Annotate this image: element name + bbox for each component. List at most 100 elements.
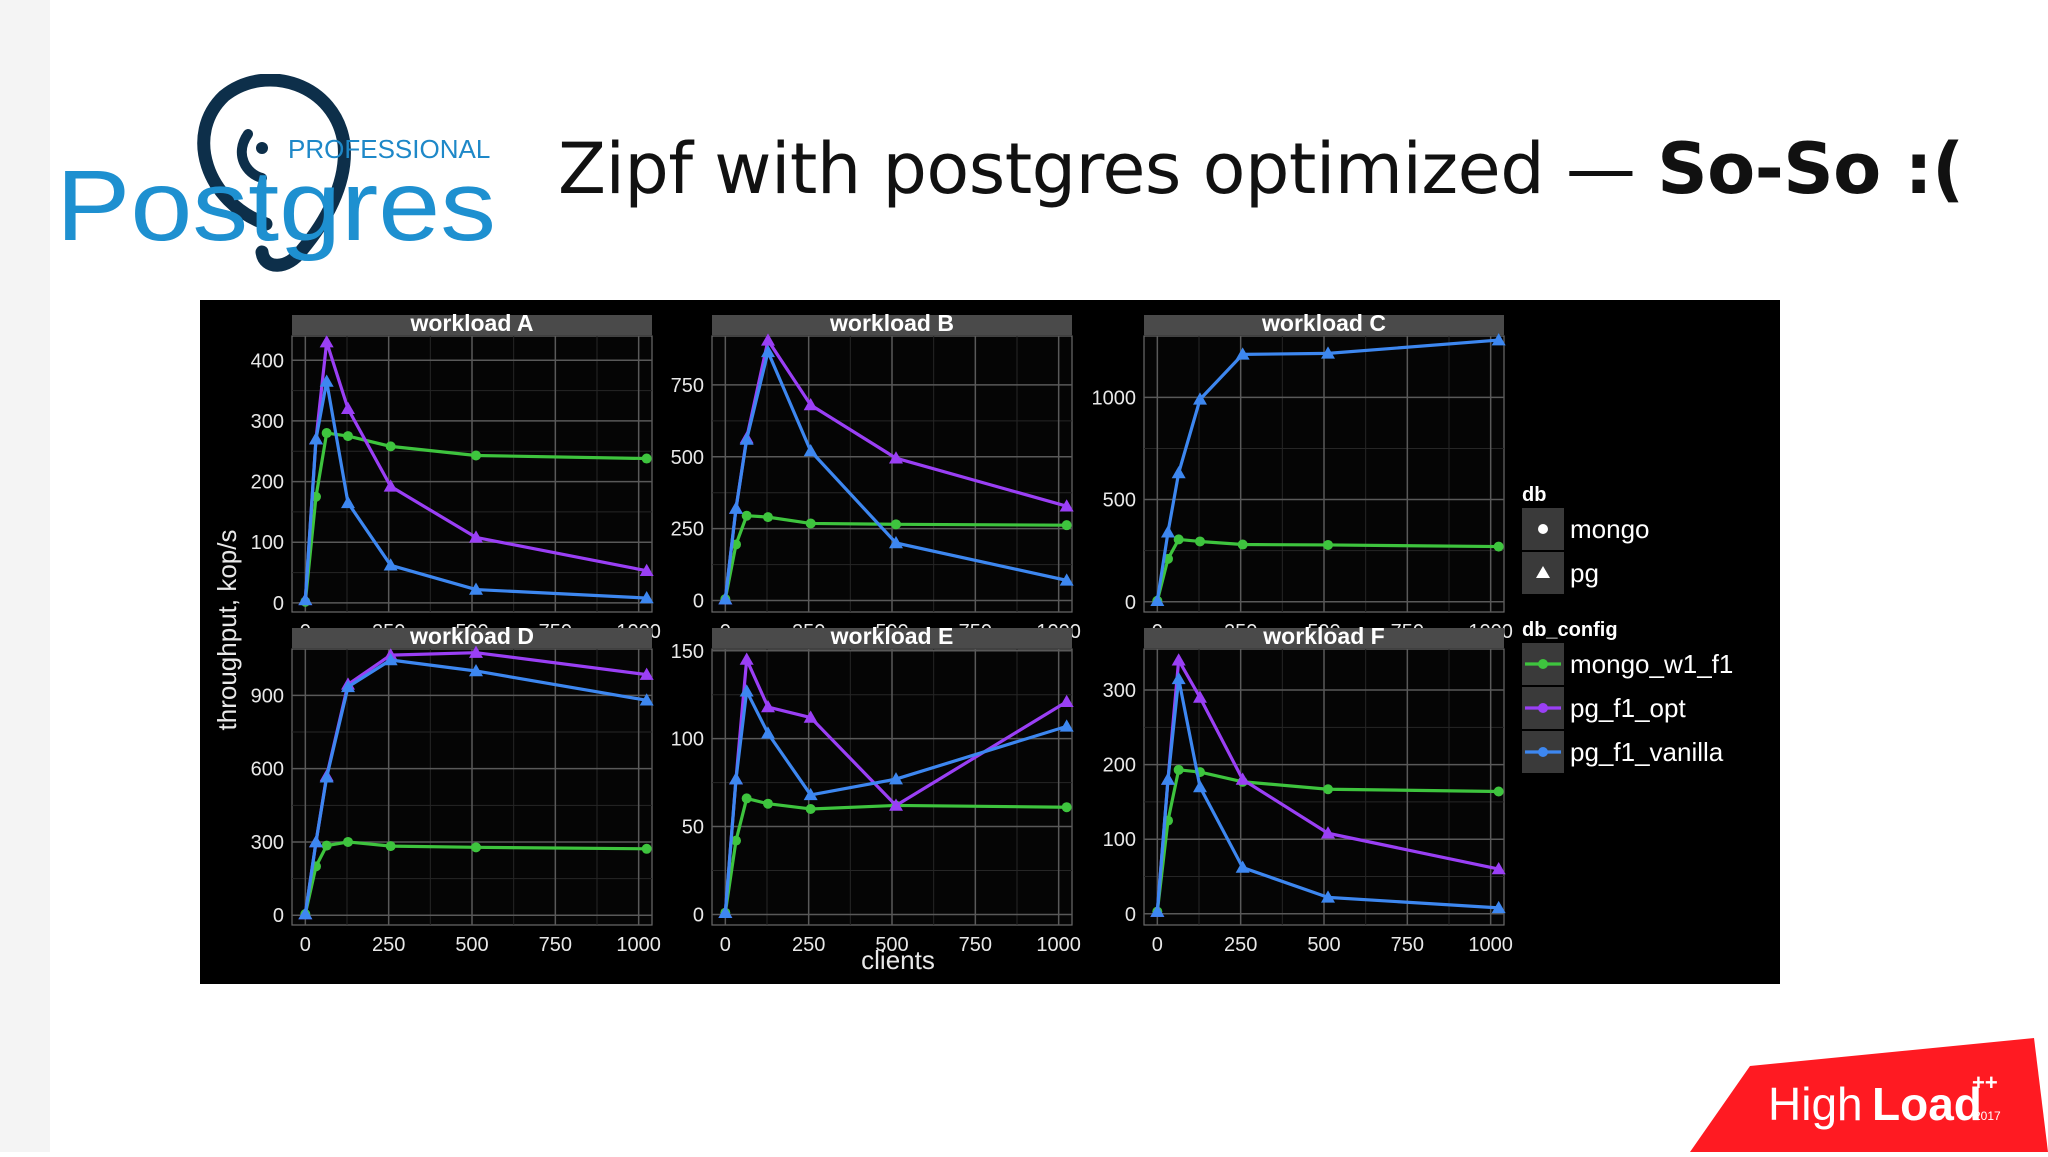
facet-title: workload D bbox=[409, 623, 534, 649]
x-tick-label: 500 bbox=[1307, 934, 1340, 956]
legend-label: pg_f1_vanilla bbox=[1570, 737, 1724, 767]
data-point bbox=[718, 592, 733, 605]
highload-logo: High Load ++ 2017 bbox=[1690, 1038, 2048, 1157]
y-tick-label: 0 bbox=[693, 591, 704, 613]
svg-text:++: ++ bbox=[1972, 1070, 1998, 1095]
data-point bbox=[1321, 890, 1335, 903]
facet-title: workload B bbox=[829, 310, 954, 336]
legend-marker bbox=[1538, 659, 1548, 669]
data-point bbox=[1235, 772, 1250, 785]
x-tick-label: 250 bbox=[372, 934, 405, 956]
data-point bbox=[761, 344, 775, 358]
facet-strip bbox=[292, 628, 652, 648]
data-point bbox=[298, 592, 313, 606]
x-tick-label: 500 bbox=[455, 934, 488, 956]
data-point bbox=[343, 431, 353, 442]
y-tick-label: 0 bbox=[273, 593, 284, 615]
slide-left-edge bbox=[0, 0, 50, 1152]
data-point bbox=[1059, 694, 1074, 707]
data-point bbox=[641, 453, 652, 464]
data-point bbox=[471, 842, 481, 853]
data-point bbox=[1150, 593, 1165, 607]
x-tick-label: 1000 bbox=[1468, 934, 1513, 956]
data-point bbox=[319, 374, 334, 387]
facet-title: workload A bbox=[409, 310, 533, 336]
svg-text:2017: 2017 bbox=[1974, 1109, 2001, 1123]
data-point bbox=[1173, 764, 1184, 775]
data-point bbox=[1061, 520, 1072, 531]
data-point bbox=[1323, 784, 1333, 795]
data-point bbox=[639, 667, 654, 680]
data-point bbox=[1493, 541, 1504, 552]
data-point bbox=[761, 726, 775, 739]
legend-marker bbox=[1538, 747, 1548, 757]
data-point bbox=[805, 518, 816, 529]
legend-label: pg_f1_opt bbox=[1570, 693, 1686, 723]
data-point bbox=[761, 333, 775, 346]
data-point bbox=[1150, 904, 1165, 917]
data-point bbox=[383, 479, 398, 492]
data-point bbox=[889, 798, 903, 811]
x-tick-label: 0 bbox=[720, 934, 731, 956]
y-tick-label: 500 bbox=[671, 447, 704, 469]
data-point bbox=[1171, 653, 1186, 666]
data-point bbox=[729, 772, 743, 785]
x-axis-title: clients bbox=[861, 945, 935, 975]
y-tick-label: 200 bbox=[251, 472, 284, 494]
facet-workload-e: workload E 0 50 100 150 0 250 500 750 1000 bbox=[671, 623, 1081, 956]
facet-workload-a: workload A010020030040002505007501000 bbox=[251, 310, 661, 643]
data-point bbox=[343, 836, 353, 847]
data-point bbox=[385, 441, 396, 452]
data-point bbox=[1235, 860, 1250, 873]
data-point bbox=[469, 582, 483, 595]
y-tick-label: 600 bbox=[251, 759, 284, 781]
faceted-line-chart: workload A010020030040002505007501000wor… bbox=[212, 310, 1733, 975]
facet-workload-d: workload D 0 300 600 900 0 250 500 750 1000 bbox=[251, 623, 661, 956]
x-tick-label: 1000 bbox=[1036, 934, 1081, 956]
facet-strip bbox=[712, 315, 1072, 335]
data-point bbox=[761, 700, 775, 713]
facet-title: workload F bbox=[1262, 623, 1384, 649]
data-point bbox=[1193, 392, 1207, 405]
data-point bbox=[1193, 690, 1207, 703]
y-tick-label: 300 bbox=[1103, 680, 1136, 702]
x-tick-label: 250 bbox=[1224, 934, 1257, 956]
data-point bbox=[1235, 347, 1250, 360]
y-tick-label: 400 bbox=[251, 350, 284, 372]
y-axis-title: throughput, kop/s bbox=[212, 530, 242, 731]
data-point bbox=[731, 835, 741, 846]
x-tick-label: 250 bbox=[792, 934, 825, 956]
data-point bbox=[1193, 780, 1207, 793]
data-point bbox=[471, 450, 481, 461]
data-point bbox=[385, 841, 396, 852]
data-point bbox=[1493, 786, 1504, 797]
data-point bbox=[319, 335, 334, 348]
data-point bbox=[1321, 346, 1335, 359]
data-point bbox=[1323, 539, 1333, 550]
data-point bbox=[321, 840, 332, 851]
x-tick-label: 0 bbox=[1152, 934, 1163, 956]
data-point bbox=[321, 428, 332, 439]
data-point bbox=[341, 401, 355, 415]
data-point bbox=[763, 512, 773, 523]
data-point bbox=[1059, 573, 1074, 586]
data-point bbox=[1491, 862, 1506, 875]
y-tick-label: 150 bbox=[671, 641, 704, 663]
data-point bbox=[805, 803, 816, 814]
data-point bbox=[1161, 772, 1175, 785]
x-tick-label: 750 bbox=[959, 934, 992, 956]
data-point bbox=[739, 684, 754, 697]
legend-title-db: db bbox=[1522, 484, 1546, 506]
legend-label: mongo bbox=[1570, 514, 1650, 544]
svg-text:Load: Load bbox=[1872, 1078, 1982, 1130]
facet-title: workload E bbox=[830, 623, 954, 649]
legend-circle-icon bbox=[1538, 524, 1548, 534]
facet-strip bbox=[1144, 628, 1504, 648]
data-point bbox=[341, 679, 355, 693]
data-point bbox=[341, 495, 355, 509]
data-point bbox=[889, 536, 903, 549]
data-point bbox=[739, 652, 754, 665]
y-tick-label: 500 bbox=[1103, 490, 1136, 512]
x-tick-label: 0 bbox=[300, 934, 311, 956]
data-point bbox=[1161, 525, 1175, 538]
